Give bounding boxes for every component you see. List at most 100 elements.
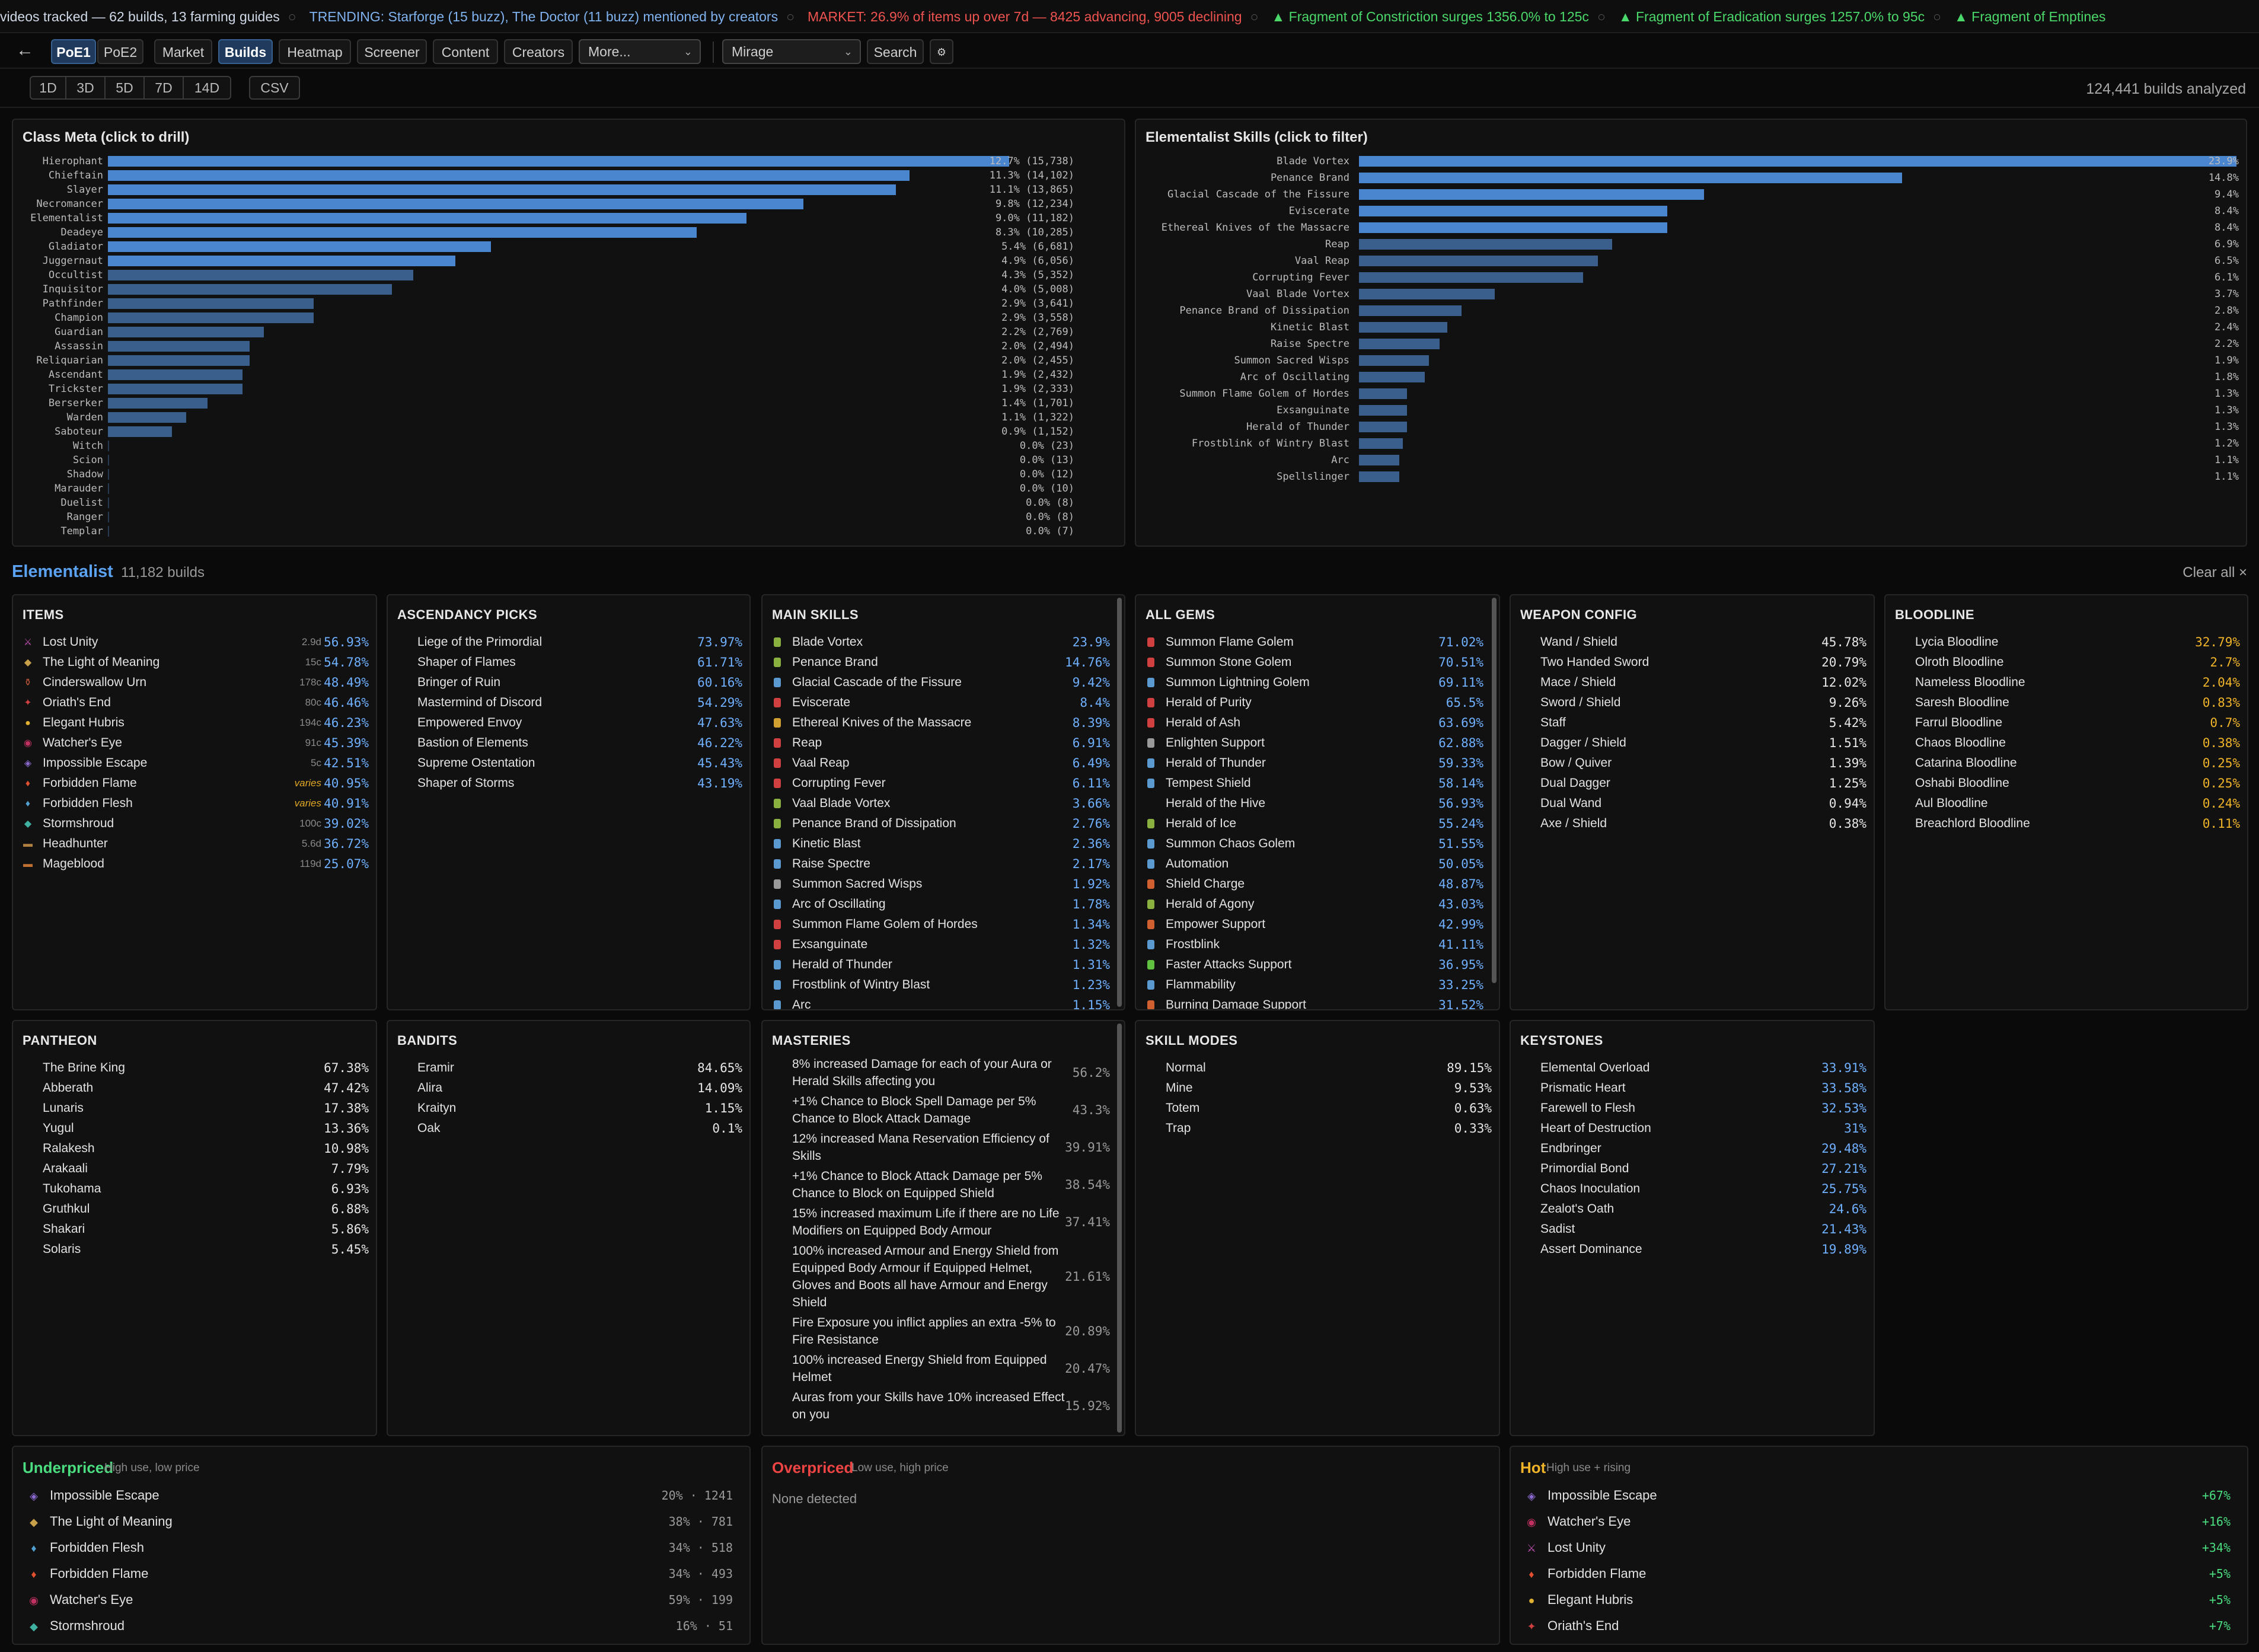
all-gems-row[interactable]: Summon Lightning Golem 69.11%: [1146, 672, 1483, 693]
keystones-row[interactable]: Sadist 21.43%: [1520, 1219, 1866, 1239]
items-row[interactable]: ♦ Forbidden Flesh varies 40.91%: [23, 793, 369, 814]
search-button[interactable]: Search: [867, 39, 924, 64]
chart-bar-row[interactable]: Ascendant 1.9% (2,432): [13, 368, 1124, 382]
chart-bar[interactable]: [108, 426, 172, 437]
underpriced-row[interactable]: ◉ Watcher's Eye 59% · 199: [27, 1587, 733, 1613]
csv-button[interactable]: CSV: [249, 76, 300, 100]
chart-bar-row[interactable]: Exsanguinate 1.3%: [1136, 403, 2246, 417]
main-skills-row[interactable]: Corrupting Fever 6.11%: [772, 773, 1110, 793]
keystones-row[interactable]: Zealot's Oath 24.6%: [1520, 1199, 1866, 1219]
all-gems-row[interactable]: Summon Flame Golem 71.02%: [1146, 632, 1483, 652]
items-row[interactable]: ▬ Mageblood 119d 25.07%: [23, 854, 369, 874]
all-gems-row[interactable]: Burning Damage Support 31.52%: [1146, 995, 1483, 1009]
weapon-row[interactable]: Mace / Shield 12.02%: [1520, 672, 1866, 693]
chart-bar-row[interactable]: Blade Vortex 23.9%: [1136, 154, 2246, 168]
chart-bar[interactable]: [1359, 438, 1403, 449]
bloodline-row[interactable]: Saresh Bloodline 0.83%: [1895, 693, 2240, 713]
ascendancy-row[interactable]: Shaper of Flames 61.71%: [397, 652, 742, 672]
keystones-row[interactable]: Assert Dominance 19.89%: [1520, 1239, 1866, 1259]
chart-bar-row[interactable]: Vaal Blade Vortex 3.7%: [1136, 287, 2246, 301]
keystones-row[interactable]: Endbringer 29.48%: [1520, 1138, 1866, 1159]
bloodline-row[interactable]: Chaos Bloodline 0.38%: [1895, 733, 2240, 753]
chart-bar[interactable]: [108, 441, 109, 451]
all-gems-row[interactable]: Summon Chaos Golem 51.55%: [1146, 834, 1483, 854]
main-skills-row[interactable]: Exsanguinate 1.32%: [772, 935, 1110, 955]
main-skills-row[interactable]: Ethereal Knives of the Massacre 8.39%: [772, 713, 1110, 733]
all-gems-row[interactable]: Frostblink 41.11%: [1146, 935, 1483, 955]
chart-bar-row[interactable]: Penance Brand 14.8%: [1136, 171, 2246, 185]
chart-bar-row[interactable]: Kinetic Blast 2.4%: [1136, 320, 2246, 334]
chart-bar-row[interactable]: Ethereal Knives of the Massacre 8.4%: [1136, 221, 2246, 235]
chart-bar[interactable]: [1359, 272, 1583, 283]
items-row[interactable]: ⚱ Cinderswallow Urn 178c 48.49%: [23, 672, 369, 693]
mastery-row[interactable]: 15% increased maximum Life if there are …: [772, 1205, 1110, 1239]
underpriced-row[interactable]: ♦ Forbidden Flame 34% · 493: [27, 1561, 733, 1587]
mastery-row[interactable]: 12% increased Mana Reservation Efficienc…: [772, 1130, 1110, 1165]
chart-bar[interactable]: [108, 312, 314, 323]
chart-bar[interactable]: [1359, 422, 1407, 432]
chart-bar-row[interactable]: Marauder 0.0% (10): [13, 481, 1124, 496]
bloodline-row[interactable]: Nameless Bloodline 2.04%: [1895, 672, 2240, 693]
chart-bar-row[interactable]: Slayer 11.1% (13,865): [13, 183, 1124, 197]
chart-bar[interactable]: [108, 327, 264, 337]
weapon-row[interactable]: Dagger / Shield 1.51%: [1520, 733, 1866, 753]
all-gems-row[interactable]: Herald of Ash 63.69%: [1146, 713, 1483, 733]
mastery-row[interactable]: Fire Exposure you inflict applies an ext…: [772, 1314, 1110, 1348]
bloodline-row[interactable]: Olroth Bloodline 2.7%: [1895, 652, 2240, 672]
chart-bar-row[interactable]: Reap 6.9%: [1136, 237, 2246, 251]
all-gems-row[interactable]: Automation 50.05%: [1146, 854, 1483, 874]
tab-content[interactable]: Content: [433, 39, 498, 64]
chart-bar-row[interactable]: Spellslinger 1.1%: [1136, 470, 2246, 484]
mastery-row[interactable]: 8% increased Damage for each of your Aur…: [772, 1055, 1110, 1090]
items-row[interactable]: ◆ The Light of Meaning 15c 54.78%: [23, 652, 369, 672]
tab-screener[interactable]: Screener: [357, 39, 427, 64]
all-gems-row[interactable]: Herald of Ice 55.24%: [1146, 814, 1483, 834]
chart-bar-row[interactable]: Inquisitor 4.0% (5,008): [13, 282, 1124, 296]
main-skills-row[interactable]: Frostblink of Wintry Blast 1.23%: [772, 975, 1110, 995]
chart-bar-row[interactable]: Scion 0.0% (13): [13, 453, 1124, 467]
weapon-row[interactable]: Axe / Shield 0.38%: [1520, 814, 1866, 834]
settings-icon[interactable]: ⚙: [930, 39, 953, 64]
hot-row[interactable]: ⚔ Lost Unity +34%: [1525, 1535, 2231, 1561]
chart-bar-row[interactable]: Penance Brand of Dissipation 2.8%: [1136, 304, 2246, 318]
chart-bar[interactable]: [108, 284, 392, 295]
keystones-row[interactable]: Farewell to Flesh 32.53%: [1520, 1098, 1866, 1118]
bloodline-row[interactable]: Oshabi Bloodline 0.25%: [1895, 773, 2240, 793]
weapon-row[interactable]: Two Handed Sword 20.79%: [1520, 652, 1866, 672]
main-skills-row[interactable]: Penance Brand 14.76%: [772, 652, 1110, 672]
all-gems-row[interactable]: Summon Stone Golem 70.51%: [1146, 652, 1483, 672]
main-skills-row[interactable]: Summon Sacred Wisps 1.92%: [772, 874, 1110, 894]
weapon-row[interactable]: Bow / Quiver 1.39%: [1520, 753, 1866, 773]
skill-modes-row[interactable]: Trap 0.33%: [1146, 1118, 1492, 1138]
chart-bar[interactable]: [108, 469, 109, 480]
bloodline-row[interactable]: Catarina Bloodline 0.25%: [1895, 753, 2240, 773]
items-row[interactable]: ◆ Stormshroud 100c 39.02%: [23, 814, 369, 834]
main-skills-row[interactable]: Kinetic Blast 2.36%: [772, 834, 1110, 854]
chart-bar[interactable]: [1359, 388, 1407, 399]
chart-bar-row[interactable]: Corrupting Fever 6.1%: [1136, 270, 2246, 285]
ascendancy-row[interactable]: Liege of the Primordial 73.97%: [397, 632, 742, 652]
underpriced-row[interactable]: ◈ Impossible Escape 20% · 1241: [27, 1482, 733, 1509]
chart-bar-row[interactable]: Frostblink of Wintry Blast 1.2%: [1136, 436, 2246, 451]
ascendancy-row[interactable]: Shaper of Storms 43.19%: [397, 773, 742, 793]
chart-bar-row[interactable]: Arc 1.1%: [1136, 453, 2246, 467]
items-row[interactable]: ⚔ Lost Unity 2.9d 56.93%: [23, 632, 369, 652]
tab-builds[interactable]: Builds: [218, 39, 273, 64]
keystones-row[interactable]: Chaos Inoculation 25.75%: [1520, 1179, 1866, 1199]
chart-bar[interactable]: [1359, 471, 1400, 482]
chart-bar[interactable]: [108, 355, 250, 366]
hot-row[interactable]: ◉ Watcher's Eye +16%: [1525, 1509, 2231, 1535]
chart-bar[interactable]: [1359, 405, 1407, 416]
chart-bar[interactable]: [108, 270, 413, 280]
chart-bar-row[interactable]: Shadow 0.0% (12): [13, 467, 1124, 481]
chart-bar-row[interactable]: Warden 1.1% (1,322): [13, 410, 1124, 425]
chart-bar-row[interactable]: Ranger 0.0% (8): [13, 510, 1124, 524]
bloodline-row[interactable]: Aul Bloodline 0.24%: [1895, 793, 2240, 814]
items-row[interactable]: ▬ Headhunter 5.6d 36.72%: [23, 834, 369, 854]
chart-bar[interactable]: [108, 512, 109, 522]
chart-bar[interactable]: [1359, 289, 1495, 299]
keystones-row[interactable]: Heart of Destruction 31%: [1520, 1118, 1866, 1138]
underpriced-row[interactable]: ◆ The Light of Meaning 38% · 781: [27, 1509, 733, 1535]
all-gems-row[interactable]: Shield Charge 48.87%: [1146, 874, 1483, 894]
hot-row[interactable]: ◈ Impossible Escape +67%: [1525, 1482, 2231, 1509]
